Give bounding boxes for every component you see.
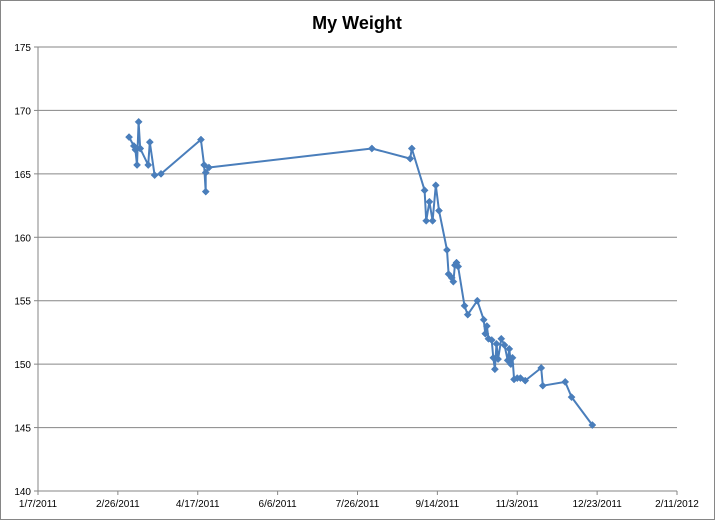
data-point — [136, 144, 145, 153]
data-point — [204, 163, 213, 172]
data-point — [443, 246, 451, 254]
data-point — [588, 421, 597, 429]
data-point — [497, 334, 506, 343]
data-point — [428, 216, 437, 225]
data-point — [406, 154, 415, 163]
data-point — [133, 161, 141, 169]
data-point — [449, 277, 458, 286]
data-point — [494, 355, 503, 364]
data-point — [422, 216, 431, 225]
y-tick-label: 175 — [14, 43, 31, 54]
data-point — [125, 133, 134, 142]
data-point — [150, 171, 159, 180]
y-tick-label: 155 — [14, 297, 31, 308]
y-tick-label: 160 — [14, 233, 31, 244]
data-point — [201, 187, 210, 196]
data-point — [479, 315, 488, 324]
x-tick-label: 1/7/2011 — [19, 499, 58, 510]
data-point — [505, 344, 514, 353]
data-point — [516, 374, 525, 383]
data-point — [538, 381, 547, 390]
x-tick-label: 2/26/2011 — [96, 499, 140, 510]
data-point — [567, 393, 576, 402]
data-point — [492, 339, 501, 348]
x-tick-label: 4/17/2011 — [176, 499, 220, 510]
data-point — [425, 197, 434, 206]
data-point — [407, 144, 416, 153]
x-tick-label: 2/11/2012 — [655, 499, 699, 510]
y-tick-labels: 140 145 150 155 160 165 170 175 — [14, 43, 31, 498]
data-point — [367, 144, 376, 153]
x-tick-label: 9/14/2011 — [416, 499, 460, 510]
y-tick-label: 170 — [14, 106, 31, 117]
data-point — [487, 336, 496, 344]
data-point — [196, 135, 205, 144]
x-tick-label: 12/23/2011 — [572, 499, 622, 510]
data-point — [420, 186, 429, 195]
chart-title: My Weight — [312, 13, 402, 33]
x-tick-label: 7/26/2011 — [336, 499, 380, 510]
data-point — [435, 206, 443, 215]
data-point — [463, 310, 472, 319]
data-point — [482, 322, 491, 331]
data-point — [201, 168, 210, 177]
gridlines — [38, 46, 677, 429]
data-point — [537, 363, 546, 372]
data-point — [144, 161, 153, 169]
data-point — [134, 117, 143, 126]
axes — [34, 46, 678, 495]
data-point — [508, 353, 517, 362]
y-tick-label: 140 — [14, 487, 31, 498]
data-point — [490, 365, 499, 374]
data-point — [454, 262, 463, 271]
data-point — [473, 296, 482, 305]
data-point — [521, 376, 530, 385]
data-point — [506, 360, 515, 369]
data-point — [481, 329, 490, 338]
data-point — [500, 341, 509, 350]
x-tick-labels: 1/7/2011 2/26/2011 4/17/2011 6/6/2011 7/26/2… — [19, 499, 699, 510]
y-tick-label: 145 — [14, 424, 31, 435]
series-weight — [125, 117, 597, 429]
data-point — [157, 169, 165, 178]
data-point — [489, 353, 498, 362]
y-tick-label: 165 — [14, 170, 31, 181]
data-point — [561, 377, 570, 386]
data-point — [145, 138, 154, 147]
data-point — [431, 181, 440, 190]
data-point — [460, 301, 469, 310]
y-tick-label: 150 — [14, 360, 31, 371]
x-tick-label: 6/6/2011 — [259, 499, 298, 510]
x-tick-label: 11/3/2011 — [496, 499, 539, 510]
